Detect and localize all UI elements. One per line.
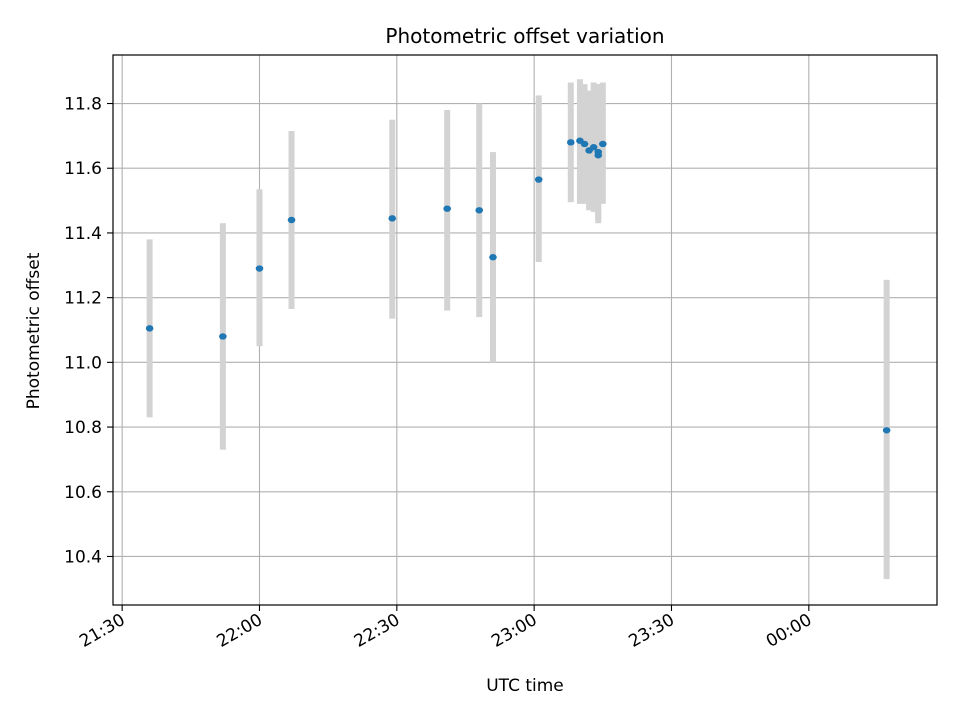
x-tick-label: 23:30 [626, 610, 678, 652]
x-tick-label: 21:30 [76, 610, 128, 652]
data-point [589, 144, 598, 151]
y-tick-label: 11.0 [64, 353, 102, 373]
y-tick-label: 10.6 [64, 483, 102, 503]
chart-title: Photometric offset variation [385, 24, 664, 48]
y-tick-label: 11.8 [64, 95, 102, 115]
axis-ticks: 10.4 10.6 10.8 11.0 11.2 11.4 11.6 11.8 21:30 22:… [64, 95, 815, 652]
x-tick-label: 23:00 [488, 610, 540, 652]
data-point [489, 254, 497, 261]
y-tick-label: 11.4 [64, 224, 102, 244]
x-tick-label: 22:30 [351, 610, 403, 652]
x-tick-label: 22:00 [214, 610, 266, 652]
data-point [475, 207, 484, 214]
x-tick-label: 00:00 [763, 610, 815, 652]
data-point [599, 140, 607, 148]
y-axis-label: Photometric offset [24, 252, 44, 409]
y-tick-label: 11.6 [64, 159, 102, 179]
data-point [882, 427, 891, 434]
data-point [255, 265, 264, 272]
data-point [594, 152, 603, 159]
data-point [388, 215, 397, 222]
data-point [580, 140, 589, 148]
y-tick-label: 10.8 [64, 418, 102, 438]
y-tick-label: 10.4 [64, 547, 102, 567]
data-points [145, 137, 891, 434]
x-axis-label: UTC time [486, 676, 564, 696]
data-point [219, 333, 227, 340]
data-point [534, 176, 543, 183]
plot-frame [112, 54, 938, 606]
data-point [287, 216, 296, 224]
data-point [145, 325, 154, 332]
data-point [443, 205, 451, 212]
error-bars [146, 79, 890, 580]
data-point [566, 139, 575, 146]
grid-lines [113, 55, 937, 605]
y-tick-label: 11.2 [64, 289, 102, 309]
